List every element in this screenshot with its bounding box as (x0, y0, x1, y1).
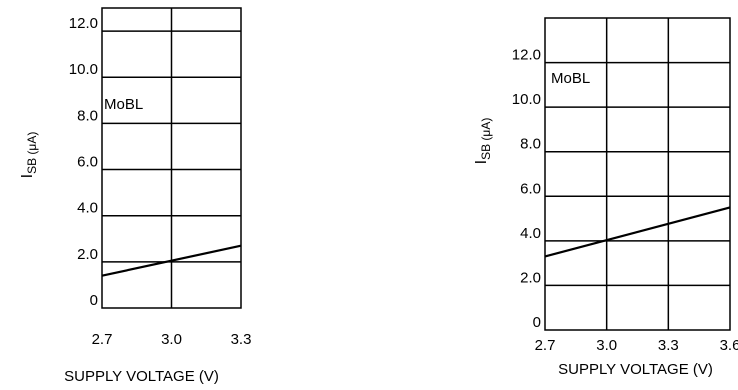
y-tick-label: 10.0 (512, 91, 541, 108)
y-tick-label: 2.0 (520, 269, 541, 286)
x-axis-title: SUPPLY VOLTAGE (V) (64, 368, 219, 385)
y-tick-label: 10.0 (69, 61, 98, 78)
y-axis-title: ISB (μA) (473, 118, 493, 165)
y-tick-label: 6.0 (77, 154, 98, 171)
y-tick-label: 2.0 (77, 246, 98, 263)
x-tick-label: 3.3 (231, 331, 252, 348)
chart-1: 0 2.0 4.0 6.0 8.0 10.0 12.0 2.7 3.0 3.3 SUPPLY VOL… (19, 7, 252, 385)
y-tick-label: 8.0 (77, 107, 98, 124)
y-tick-label: 0 (533, 314, 541, 331)
y-axis-title-subscript: SB (μA) (479, 118, 493, 160)
plot-frame (544, 17, 731, 331)
series-line (101, 244, 242, 277)
y-tick-label: 8.0 (520, 136, 541, 153)
annotation-mobl: MoBL (104, 96, 143, 113)
y-axis-title-main: I (19, 174, 36, 178)
chart-2: 0 2.0 4.0 6.0 8.0 10.0 12.0 2.7 3.0 3.3 3.6 SUPPLY … (473, 17, 738, 378)
x-tick-label: 3.6 (720, 337, 738, 354)
y-axis-title-subscript: SB (μA) (25, 132, 39, 174)
x-tick-label: 2.7 (92, 331, 113, 348)
y-tick-label: 0 (90, 292, 98, 309)
annotation-mobl: MoBL (551, 70, 590, 87)
x-tick-label: 3.0 (596, 337, 617, 354)
y-tick-label: 12.0 (512, 47, 541, 64)
y-tick-label: 4.0 (77, 200, 98, 217)
x-tick-label: 3.0 (161, 331, 182, 348)
series-line (544, 206, 731, 258)
x-tick-label: 3.3 (658, 337, 679, 354)
x-axis-title: SUPPLY VOLTAGE (V) (558, 361, 713, 378)
y-tick-label: 6.0 (520, 180, 541, 197)
y-axis-title: ISB (μA) (19, 132, 39, 179)
y-tick-label: 12.0 (69, 15, 98, 32)
x-tick-label: 2.7 (535, 337, 556, 354)
y-tick-label: 4.0 (520, 225, 541, 242)
y-axis-title-main: I (473, 160, 490, 164)
